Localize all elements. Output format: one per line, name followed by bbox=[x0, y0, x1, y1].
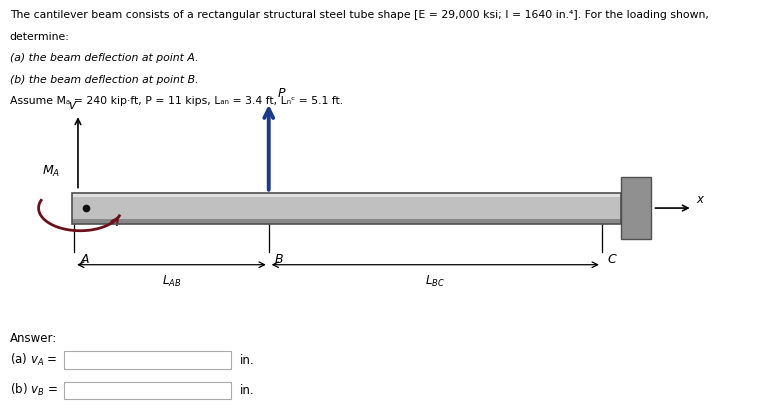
Text: B: B bbox=[275, 253, 283, 266]
Text: in.: in. bbox=[240, 353, 254, 367]
Text: $L_{BC}$: $L_{BC}$ bbox=[425, 274, 445, 289]
Text: Answer:: Answer: bbox=[10, 332, 57, 345]
Text: determine:: determine: bbox=[10, 32, 70, 42]
Text: x: x bbox=[696, 193, 703, 206]
Text: (a) $v_A$ =: (a) $v_A$ = bbox=[10, 352, 58, 368]
Bar bbox=[64, 351, 231, 369]
Bar bbox=[64, 382, 231, 399]
Text: A: A bbox=[80, 253, 89, 266]
Bar bbox=[72, 193, 621, 223]
Text: (b) the beam deflection at point B.: (b) the beam deflection at point B. bbox=[10, 75, 198, 84]
Text: in.: in. bbox=[240, 384, 254, 397]
Text: The cantilever beam consists of a rectangular structural steel tube shape [E = 2: The cantilever beam consists of a rectan… bbox=[10, 10, 709, 20]
Text: (a) the beam deflection at point A.: (a) the beam deflection at point A. bbox=[10, 53, 198, 63]
Text: $M_A$: $M_A$ bbox=[42, 164, 61, 178]
Text: C: C bbox=[608, 253, 617, 266]
Bar bbox=[72, 219, 621, 223]
Bar bbox=[72, 197, 621, 219]
Text: (b) $v_B$ =: (b) $v_B$ = bbox=[10, 382, 58, 398]
Bar bbox=[621, 177, 651, 239]
Text: $L_{AB}$: $L_{AB}$ bbox=[162, 274, 181, 289]
Text: Assume Mₐ = 240 kip·ft, P = 11 kips, Lₐₙ = 3.4 ft, Lₙᶜ = 5.1 ft.: Assume Mₐ = 240 kip·ft, P = 11 kips, Lₐₙ… bbox=[10, 96, 343, 106]
Text: P: P bbox=[278, 87, 285, 100]
Bar bbox=[72, 193, 621, 197]
Text: v: v bbox=[68, 99, 76, 112]
